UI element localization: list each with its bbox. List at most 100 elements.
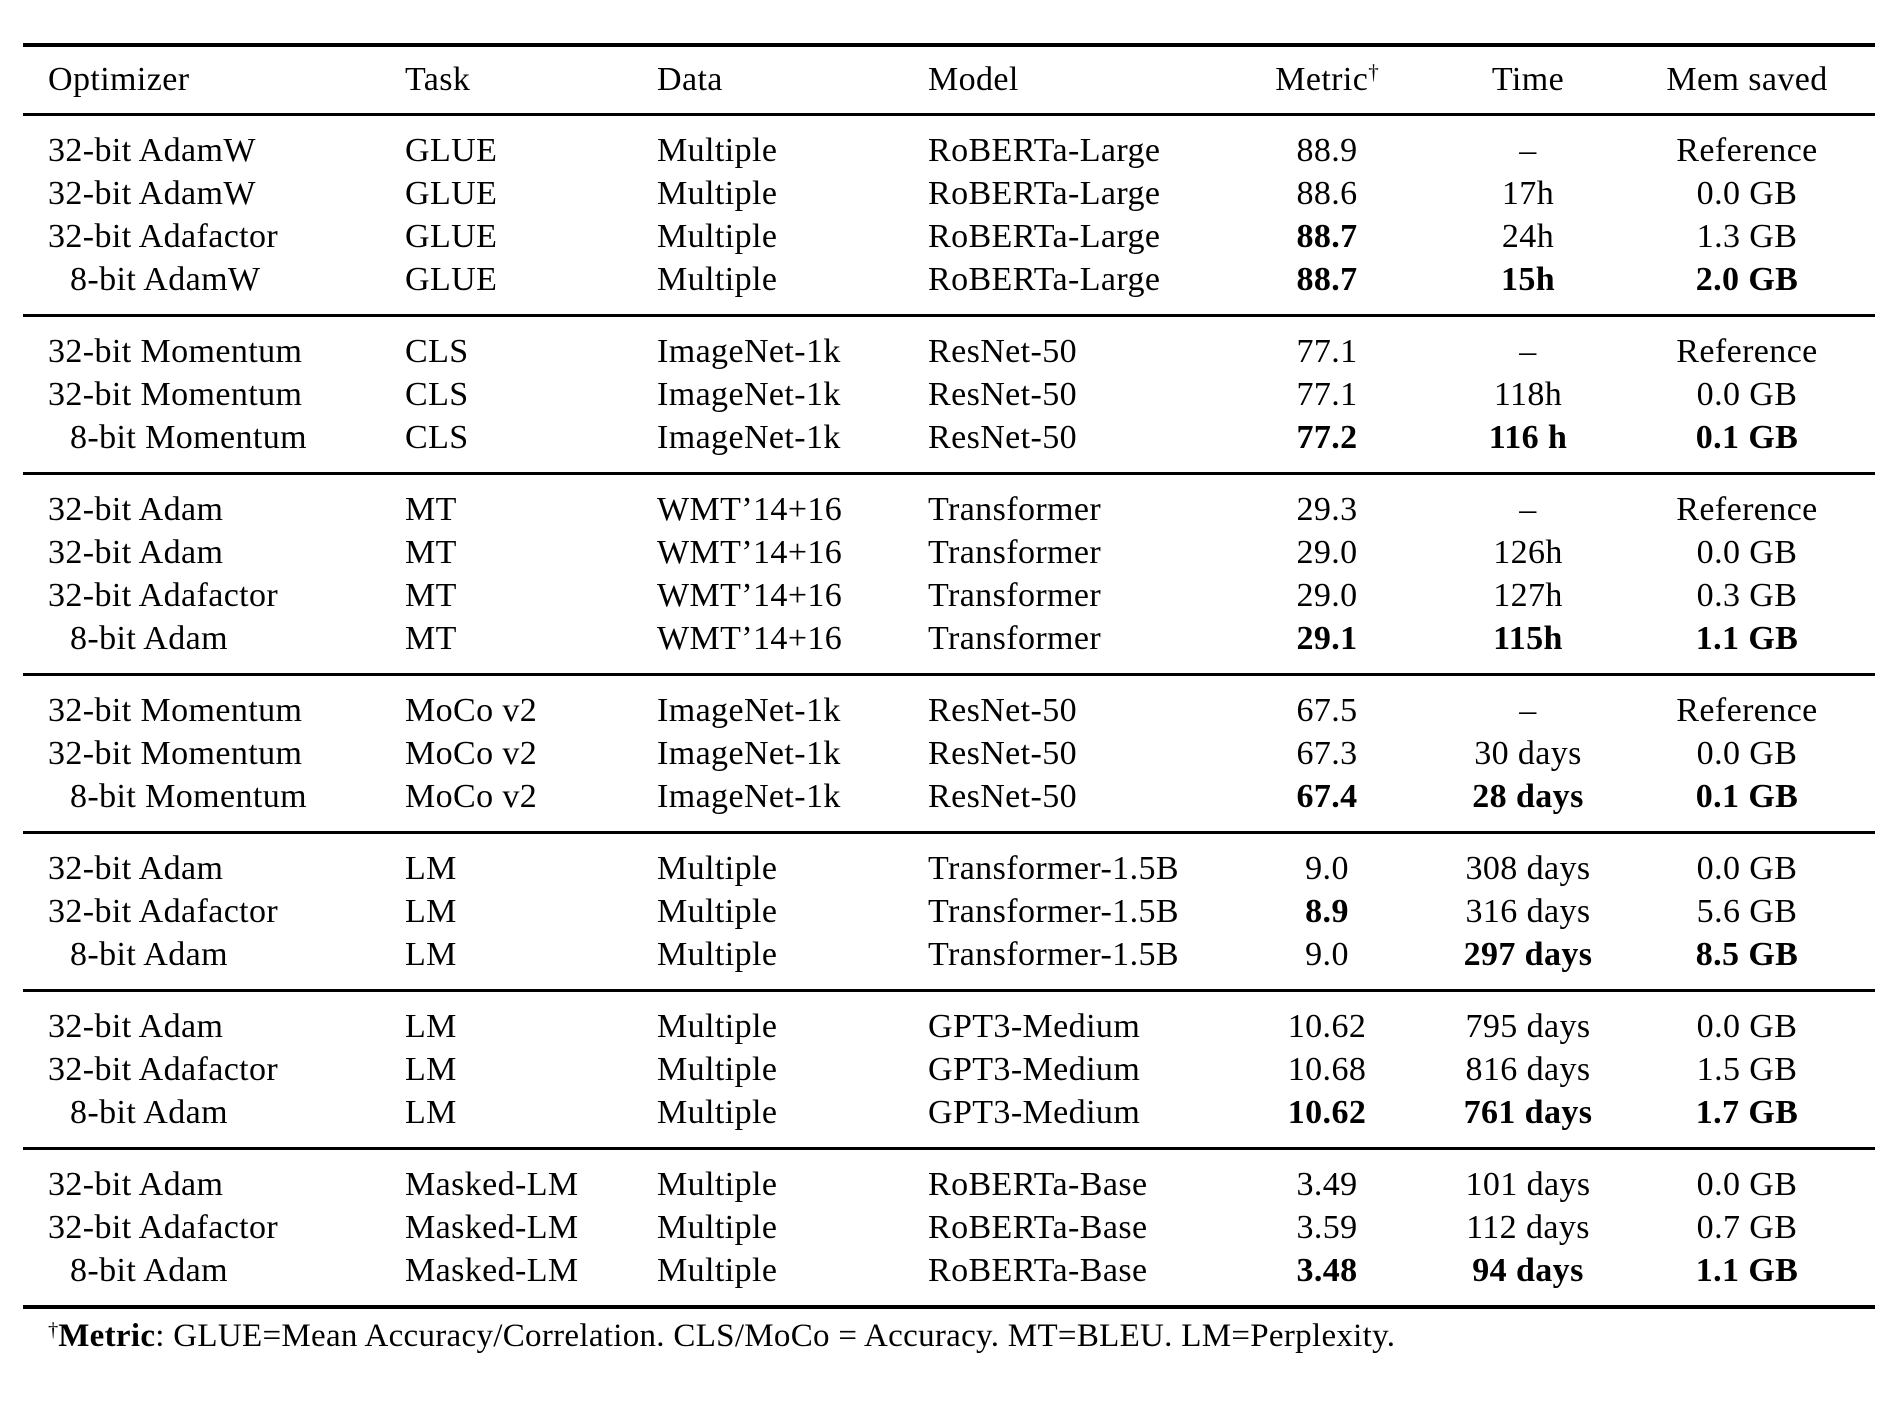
- cell-mem-saved: Reference: [1676, 691, 1818, 729]
- dagger-icon: †: [1368, 60, 1379, 85]
- table-row: 32-bit Adam Masked-LM Multiple RoBERTa-Base…: [23, 1163, 1875, 1206]
- table-row: 32-bit Momentum MoCo v2 ImageNet-1k ResNet-…: [23, 689, 1875, 732]
- cell-data: Multiple: [657, 260, 778, 298]
- cell-metric: 88.6: [1296, 174, 1358, 212]
- cell-optimizer: 8-bit Momentum: [70, 418, 307, 456]
- cell-data: Multiple: [657, 1251, 778, 1289]
- cell-task: MT: [405, 490, 457, 528]
- cell-task: LM: [405, 1093, 457, 1131]
- column-header-mem-saved: Mem saved: [1666, 61, 1828, 98]
- cell-model: RoBERTa-Large: [928, 174, 1161, 212]
- cell-optimizer: 32-bit Adafactor: [48, 892, 279, 930]
- footnote: †Metric: GLUE=Mean Accuracy/Correlation.…: [23, 1318, 1875, 1355]
- cell-model: RoBERTa-Base: [928, 1208, 1148, 1246]
- table-row: 32-bit Adam LM Multiple Transformer-1.5B 9.0…: [23, 847, 1875, 890]
- cell-optimizer: 32-bit Adafactor: [48, 1208, 279, 1246]
- cell-metric: 10.68: [1287, 1050, 1367, 1088]
- cell-time: 816 days: [1465, 1050, 1591, 1088]
- table-row: 8-bit Adam MT WMT’14+16 Transformer 29.1 115h…: [23, 617, 1875, 660]
- table-row: 8-bit Momentum MoCo v2 ImageNet-1k ResNet-5…: [23, 775, 1875, 818]
- cell-mem-saved: 0.0 GB: [1696, 533, 1798, 571]
- cell-optimizer: 32-bit Adam: [48, 533, 224, 571]
- cell-task: LM: [405, 892, 457, 930]
- cell-optimizer: 32-bit Momentum: [48, 375, 303, 413]
- cell-metric: 88.7: [1296, 260, 1358, 298]
- cell-metric: 77.2: [1296, 418, 1358, 456]
- table-row: 8-bit Adam Masked-LM Multiple RoBERTa-Base 3…: [23, 1249, 1875, 1292]
- cell-mem-saved: 0.3 GB: [1696, 576, 1798, 614]
- row-group: 32-bit Adam MT WMT’14+16 Transformer 29.3 – Re…: [23, 475, 1875, 673]
- cell-time: 15h: [1500, 260, 1556, 298]
- row-group: 32-bit Adam LM Multiple Transformer-1.5B 9.0…: [23, 834, 1875, 989]
- cell-task: MT: [405, 533, 457, 571]
- table-row: 32-bit Adafactor MT WMT’14+16 Transformer 29…: [23, 574, 1875, 617]
- cell-time: 761 days: [1463, 1093, 1593, 1131]
- cell-model: ResNet-50: [928, 777, 1078, 815]
- cell-task: LM: [405, 935, 457, 973]
- cell-optimizer: 8-bit Momentum: [70, 777, 307, 815]
- cell-data: Multiple: [657, 1050, 778, 1088]
- cell-time: 118h: [1493, 375, 1563, 413]
- cell-model: ResNet-50: [928, 734, 1078, 772]
- cell-task: LM: [405, 1007, 457, 1045]
- group-separator-rule: [23, 989, 1875, 992]
- table-row: 32-bit Adam LM Multiple GPT3-Medium 10.62 795…: [23, 1005, 1875, 1048]
- cell-data: Multiple: [657, 1208, 778, 1246]
- table-row: 32-bit AdamW GLUE Multiple RoBERTa-Large 88.…: [23, 129, 1875, 172]
- cell-model: Transformer: [928, 576, 1102, 614]
- cell-model: RoBERTa-Large: [928, 260, 1161, 298]
- cell-optimizer: 32-bit AdamW: [48, 174, 256, 212]
- cell-time: –: [1519, 332, 1537, 370]
- cell-mem-saved: 0.1 GB: [1695, 777, 1799, 815]
- cell-task: GLUE: [405, 260, 498, 298]
- cell-time: –: [1519, 490, 1537, 528]
- cell-task: MT: [405, 619, 457, 657]
- column-header-optimizer: Optimizer: [48, 61, 190, 98]
- cell-metric: 29.1: [1296, 619, 1358, 657]
- cell-time: –: [1519, 131, 1537, 169]
- cell-data: Multiple: [657, 1165, 778, 1203]
- cell-task: GLUE: [405, 174, 498, 212]
- cell-metric: 88.7: [1296, 217, 1358, 255]
- cell-model: RoBERTa-Base: [928, 1251, 1148, 1289]
- cell-optimizer: 8-bit Adam: [70, 619, 228, 657]
- cell-model: Transformer: [928, 533, 1102, 571]
- cell-model: Transformer-1.5B: [928, 935, 1179, 973]
- cell-metric: 67.3: [1296, 734, 1358, 772]
- cell-task: Masked-LM: [405, 1251, 579, 1289]
- footnote-metric-label: Metric: [58, 1318, 156, 1354]
- cell-data: Multiple: [657, 1007, 778, 1045]
- cell-mem-saved: 1.7 GB: [1695, 1093, 1799, 1131]
- cell-data: Multiple: [657, 217, 778, 255]
- cell-model: RoBERTa-Large: [928, 217, 1161, 255]
- cell-task: MoCo v2: [405, 691, 538, 729]
- cell-model: ResNet-50: [928, 332, 1078, 370]
- cell-data: ImageNet-1k: [657, 777, 841, 815]
- metric-header-label: Metric: [1275, 61, 1369, 98]
- cell-task: GLUE: [405, 217, 498, 255]
- table-row: 8-bit Adam LM Multiple Transformer-1.5B 9.0 2…: [23, 933, 1875, 976]
- cell-time: 297 days: [1463, 935, 1593, 973]
- table-row: 8-bit Adam LM Multiple GPT3-Medium 10.62 761 …: [23, 1091, 1875, 1134]
- table-row: 32-bit Adam MT WMT’14+16 Transformer 29.0 126…: [23, 531, 1875, 574]
- cell-metric: 3.59: [1296, 1208, 1358, 1246]
- cell-time: 112 days: [1466, 1208, 1590, 1246]
- cell-metric: 8.9: [1305, 892, 1349, 930]
- cell-optimizer: 32-bit Adafactor: [48, 1050, 279, 1088]
- table-row: 8-bit Momentum CLS ImageNet-1k ResNet-50 77.…: [23, 416, 1875, 459]
- cell-time: 17h: [1501, 174, 1555, 212]
- cell-task: MoCo v2: [405, 734, 538, 772]
- cell-model: Transformer-1.5B: [928, 849, 1179, 887]
- cell-data: WMT’14+16: [657, 533, 843, 571]
- cell-task: CLS: [405, 375, 469, 413]
- cell-model: RoBERTa-Base: [928, 1165, 1148, 1203]
- table-body: 32-bit AdamW GLUE Multiple RoBERTa-Large 88.…: [23, 116, 1875, 1305]
- cell-model: RoBERTa-Large: [928, 131, 1161, 169]
- cell-metric: 3.48: [1296, 1251, 1358, 1289]
- row-group: 32-bit Momentum MoCo v2 ImageNet-1k ResNet-…: [23, 676, 1875, 831]
- cell-metric: 10.62: [1287, 1007, 1367, 1045]
- table-row: 32-bit Momentum CLS ImageNet-1k ResNet-50 77…: [23, 373, 1875, 416]
- row-group: 32-bit Momentum CLS ImageNet-1k ResNet-50 77…: [23, 317, 1875, 472]
- cell-data: Multiple: [657, 131, 778, 169]
- cell-metric: 3.49: [1296, 1165, 1358, 1203]
